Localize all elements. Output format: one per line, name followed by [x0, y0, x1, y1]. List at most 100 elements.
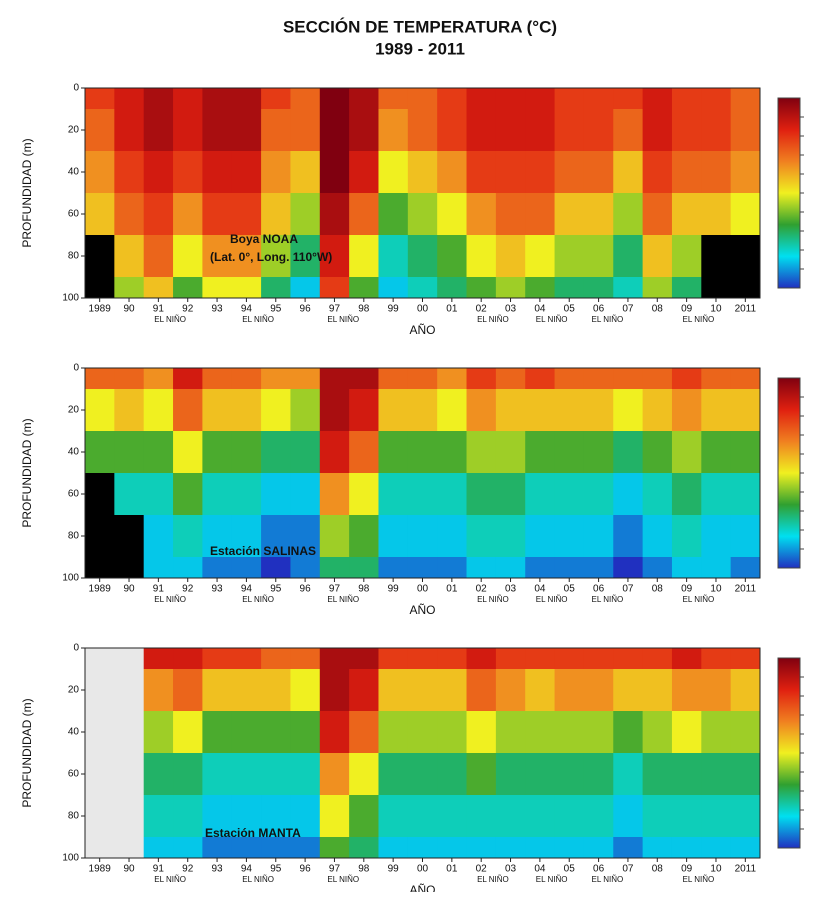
cell	[495, 235, 526, 278]
x-tick-label: 2011	[735, 304, 757, 315]
x-tick-label: 96	[300, 864, 312, 875]
cell	[613, 151, 644, 194]
cell	[349, 88, 379, 110]
cell	[143, 193, 174, 236]
x-tick-label: 94	[241, 304, 253, 315]
x-axis-label: AÑO	[409, 883, 435, 892]
y-tick-label: 0	[73, 83, 79, 94]
cell	[143, 109, 174, 152]
cell	[114, 473, 145, 516]
cell	[85, 368, 115, 390]
cell	[554, 515, 585, 558]
cell	[466, 795, 497, 838]
cell	[466, 109, 497, 152]
cell	[378, 473, 409, 516]
cell	[466, 431, 497, 474]
x-note: EL NIÑO	[477, 315, 509, 324]
cell	[525, 669, 556, 712]
cell	[466, 837, 497, 859]
x-tick-label: 95	[270, 304, 282, 315]
x-tick-label: 01	[446, 584, 458, 595]
cell	[173, 193, 203, 236]
cell	[730, 515, 761, 558]
cell	[378, 648, 409, 670]
cell	[261, 711, 291, 754]
cell	[114, 88, 145, 110]
x-tick-label: 95	[270, 584, 282, 595]
cell	[290, 193, 321, 236]
cell	[583, 431, 614, 474]
cell	[378, 669, 409, 712]
cell	[231, 753, 262, 796]
y-tick-label: 100	[62, 853, 79, 864]
cell	[231, 277, 262, 299]
cell	[173, 109, 203, 152]
annotation: (Lat. 0°, Long. 110°W)	[210, 250, 332, 264]
cell	[378, 389, 409, 432]
y-tick-label: 80	[68, 251, 80, 262]
x-tick-label: 93	[212, 304, 224, 315]
cell	[114, 235, 145, 278]
cell	[466, 368, 497, 390]
cell	[671, 368, 702, 390]
cell	[173, 277, 203, 299]
cell	[466, 277, 497, 299]
cell	[583, 88, 614, 110]
cell	[495, 277, 526, 299]
x-tick-label: 05	[564, 304, 576, 315]
cell	[319, 431, 350, 474]
cell	[261, 193, 291, 236]
cell	[349, 109, 379, 152]
x-tick-label: 95	[270, 864, 282, 875]
x-tick-label: 03	[505, 864, 517, 875]
cell	[701, 88, 732, 110]
cell	[349, 669, 379, 712]
cell	[202, 557, 233, 579]
cell	[319, 648, 350, 670]
cell	[319, 389, 350, 432]
cell	[495, 669, 526, 712]
cell	[261, 109, 291, 152]
cell	[173, 711, 203, 754]
cell	[671, 193, 702, 236]
cell	[730, 648, 761, 670]
x-tick-label: 06	[593, 584, 605, 595]
cell	[701, 557, 732, 579]
x-note: EL NIÑO	[327, 875, 359, 884]
cell	[701, 151, 732, 194]
cell	[554, 837, 585, 859]
cell	[701, 235, 732, 278]
cell	[583, 753, 614, 796]
cell	[378, 368, 409, 390]
cell	[466, 151, 497, 194]
cell	[378, 557, 409, 579]
cell	[114, 711, 145, 754]
cell	[613, 193, 644, 236]
cell	[701, 753, 732, 796]
cell	[730, 109, 761, 152]
cell	[437, 557, 468, 579]
cell	[525, 389, 556, 432]
cell	[202, 389, 233, 432]
cell	[671, 557, 702, 579]
cell	[407, 109, 438, 152]
x-tick-label: 93	[212, 584, 224, 595]
cell	[319, 235, 350, 278]
cell	[202, 431, 233, 474]
cell	[319, 669, 350, 712]
cell	[613, 277, 644, 299]
x-tick-label: 99	[388, 584, 400, 595]
cell	[290, 795, 321, 838]
cell	[85, 515, 115, 558]
cell	[730, 795, 761, 838]
cell	[202, 235, 233, 278]
cell	[437, 473, 468, 516]
cell	[583, 389, 614, 432]
cell	[525, 88, 556, 110]
x-axis-label: AÑO	[409, 323, 435, 337]
cell	[231, 557, 262, 579]
cell	[290, 109, 321, 152]
cell	[583, 837, 614, 859]
cell	[290, 557, 321, 579]
x-tick-label: 00	[417, 304, 429, 315]
